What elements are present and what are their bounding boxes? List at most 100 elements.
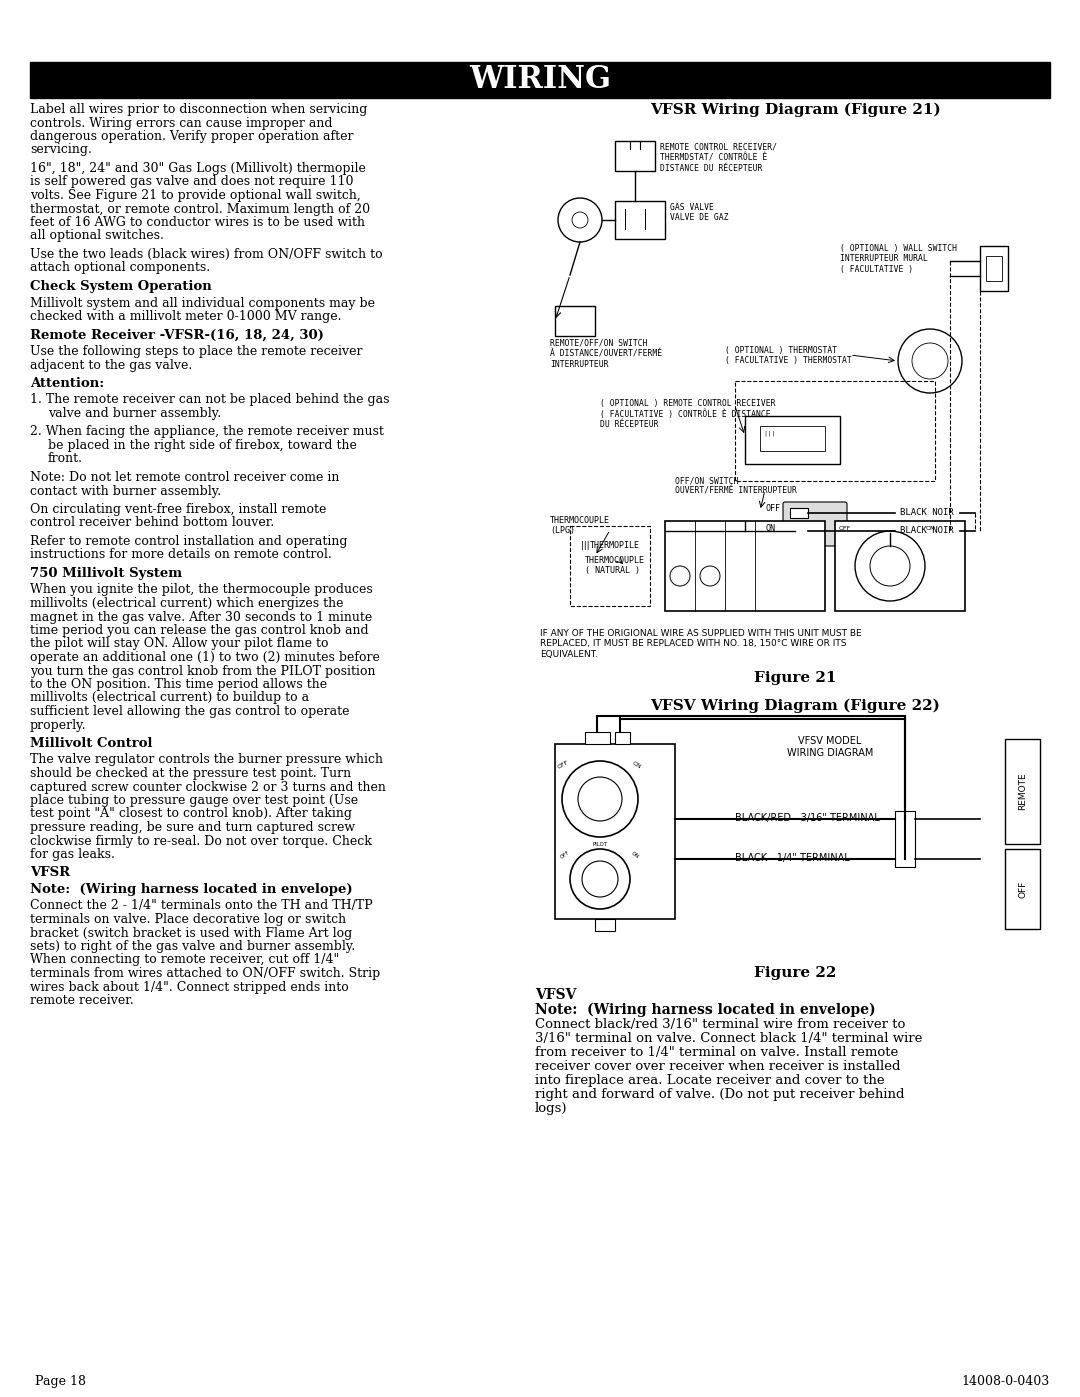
Text: BLACK NOIR: BLACK NOIR [900,527,954,535]
Text: BLACK/RED - 3/16" TERMINAL: BLACK/RED - 3/16" TERMINAL [735,813,880,823]
Text: ( OPTIONAL ) WALL SWITCH
INTERRUPTEUR MURAL
( FACULTATIVE ): ( OPTIONAL ) WALL SWITCH INTERRUPTEUR MU… [840,244,957,274]
Text: WIRING: WIRING [469,64,611,95]
Text: right and forward of valve. (Do not put receiver behind: right and forward of valve. (Do not put … [535,1088,905,1101]
Bar [735,381,935,481]
Text: terminals from wires attached to ON/OFF switch. Strip: terminals from wires attached to ON/OFF … [30,967,380,981]
Bar [30,61,1050,98]
Text: terminals on valve. Place decorative log or switch: terminals on valve. Place decorative log… [30,914,346,926]
Circle shape [558,198,602,242]
Text: PILOT: PILOT [593,842,608,847]
Text: ON: ON [632,761,643,770]
Text: attach optional components.: attach optional components. [30,261,211,274]
Text: OFF: OFF [1018,880,1027,898]
Bar [760,426,825,451]
Text: checked with a millivolt meter 0-1000 MV range.: checked with a millivolt meter 0-1000 MV… [30,310,341,323]
Text: controls. Wiring errors can cause improper and: controls. Wiring errors can cause improp… [30,116,333,130]
Bar [835,521,966,610]
Text: Check System Operation: Check System Operation [30,279,212,293]
Bar [595,919,615,930]
Circle shape [578,777,622,821]
Text: pressure reading, be sure and turn captured screw: pressure reading, be sure and turn captu… [30,821,355,834]
Text: REMOTE: REMOTE [1018,773,1027,810]
Text: from receiver to 1/4" terminal on valve. Install remote: from receiver to 1/4" terminal on valve.… [535,1046,899,1059]
Text: bracket (switch bracket is used with Flame Art log: bracket (switch bracket is used with Fla… [30,926,352,940]
Text: OFF: OFF [839,527,851,531]
Text: OFF: OFF [559,849,570,861]
Text: Page 18: Page 18 [35,1375,86,1389]
Text: OFF: OFF [765,504,780,513]
Text: THERMOPILE: THERMOPILE [590,541,640,550]
Text: Connect black/red 3/16" terminal wire from receiver to: Connect black/red 3/16" terminal wire fr… [535,1018,905,1031]
Text: Refer to remote control installation and operating: Refer to remote control installation and… [30,535,348,548]
Text: operate an additional one (1) to two (2) minutes before: operate an additional one (1) to two (2)… [30,651,380,664]
Text: wires back about 1/4". Connect stripped ends into: wires back about 1/4". Connect stripped … [30,981,349,993]
Text: VFSR Wiring Diagram (Figure 21): VFSR Wiring Diagram (Figure 21) [650,103,941,117]
Text: ( OPTIONAL ) THERMOSTAT
( FACULTATIVE ) THERMOSTAT: ( OPTIONAL ) THERMOSTAT ( FACULTATIVE ) … [725,346,852,366]
Text: THERMOCOUPLE
( NATURAL ): THERMOCOUPLE ( NATURAL ) [585,556,645,576]
Text: ON: ON [926,527,935,531]
Bar [615,201,665,239]
Text: ( OPTIONAL ) REMOTE CONTROL RECEIVER
( FACULTATIVE ) CONTRÔLE È DISTANCE
DU RÉCE: ( OPTIONAL ) REMOTE CONTROL RECEIVER ( F… [600,400,775,429]
Text: Use the two leads (black wires) from ON/OFF switch to: Use the two leads (black wires) from ON/… [30,249,382,261]
Bar [665,521,825,610]
Text: Attention:: Attention: [30,377,105,390]
Text: time period you can release the gas control knob and: time period you can release the gas cont… [30,624,368,637]
Text: place tubing to pressure gauge over test point (Use: place tubing to pressure gauge over test… [30,793,359,807]
Text: valve and burner assembly.: valve and burner assembly. [48,407,221,420]
FancyBboxPatch shape [783,502,847,546]
Text: logs): logs) [535,1102,567,1115]
Bar [745,416,840,464]
Text: thermostat, or remote control. Maximum length of 20: thermostat, or remote control. Maximum l… [30,203,370,215]
Bar [555,306,595,337]
Text: servicing.: servicing. [30,144,92,156]
Text: BLACK - 1/4" TERMINAL: BLACK - 1/4" TERMINAL [735,854,850,863]
Text: sufficient level allowing the gas control to operate: sufficient level allowing the gas contro… [30,705,350,718]
Text: GAS VALVE
VALVE DE GAZ: GAS VALVE VALVE DE GAZ [670,203,729,222]
Text: millivolts (electrical current) which energizes the: millivolts (electrical current) which en… [30,597,343,610]
Text: VFSV: VFSV [535,988,577,1002]
Text: REMOTE CONTROL RECEIVER/
THERMDSTAT/ CONTRÔLE È
DISTANCE DU RÉCEPTEUR: REMOTE CONTROL RECEIVER/ THERMDSTAT/ CON… [660,142,777,173]
Text: to the ON position. This time period allows the: to the ON position. This time period all… [30,678,327,692]
Text: is self powered gas valve and does not require 110: is self powered gas valve and does not r… [30,176,353,189]
Circle shape [870,546,910,585]
Bar [895,812,915,868]
Bar [986,256,1002,281]
Bar [980,246,1008,291]
Text: On circulating vent-free firebox, install remote: On circulating vent-free firebox, instal… [30,503,326,515]
Text: BLACK NOIR: BLACK NOIR [900,509,954,517]
Text: ON: ON [630,851,639,861]
Bar [789,527,808,536]
Text: THERMOCOUPLE
(LPG): THERMOCOUPLE (LPG) [550,515,610,535]
Text: for gas leaks.: for gas leaks. [30,848,114,861]
Circle shape [562,761,638,837]
Text: dangerous operation. Verify proper operation after: dangerous operation. Verify proper opera… [30,130,353,142]
Bar [570,527,650,606]
Text: properly.: properly. [30,718,86,732]
Text: Millivolt system and all individual components may be: Millivolt system and all individual comp… [30,296,375,310]
Circle shape [572,212,588,228]
Text: Label all wires prior to disconnection when servicing: Label all wires prior to disconnection w… [30,103,367,116]
Circle shape [912,344,948,379]
Text: | | |: | | | [765,432,774,436]
Text: 1. The remote receiver can not be placed behind the gas: 1. The remote receiver can not be placed… [30,394,390,407]
Bar [1005,849,1040,929]
Circle shape [855,531,924,601]
Text: remote receiver.: remote receiver. [30,995,134,1007]
Circle shape [670,566,690,585]
Text: OFF: OFF [556,760,569,770]
Bar [789,509,808,518]
Text: millivolts (electrical current) to buildup to a: millivolts (electrical current) to build… [30,692,309,704]
Text: Figure 21: Figure 21 [754,671,836,685]
Text: When you ignite the pilot, the thermocouple produces: When you ignite the pilot, the thermocou… [30,584,373,597]
Text: sets) to right of the gas valve and burner assembly.: sets) to right of the gas valve and burn… [30,940,355,953]
Text: Note:  (Wiring harness located in envelope): Note: (Wiring harness located in envelop… [535,1003,876,1017]
Text: all optional switches.: all optional switches. [30,229,164,243]
Bar [615,141,654,170]
Text: be placed in the right side of firebox, toward the: be placed in the right side of firebox, … [48,439,356,453]
Text: 14008-0-0403: 14008-0-0403 [962,1375,1050,1389]
Text: The valve regulator controls the burner pressure which: The valve regulator controls the burner … [30,753,383,767]
Circle shape [897,330,962,393]
Circle shape [570,849,630,909]
Text: VFSV Wiring Diagram (Figure 22): VFSV Wiring Diagram (Figure 22) [650,698,940,714]
Text: test point "A" closest to control knob). After taking: test point "A" closest to control knob).… [30,807,352,820]
